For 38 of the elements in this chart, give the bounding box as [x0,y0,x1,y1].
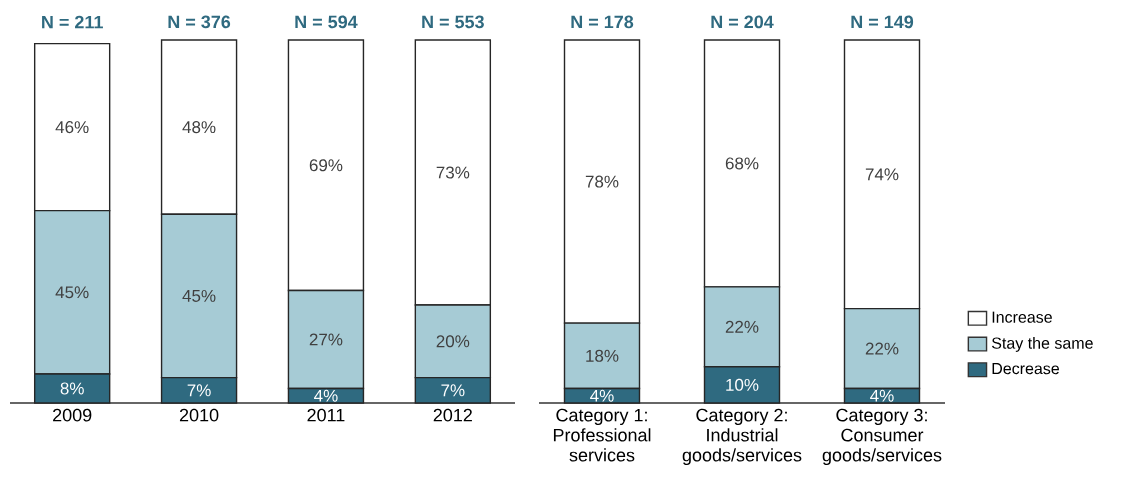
data-label: 10% [726,378,759,391]
text: N = 376 [168,15,231,29]
text: N = 204 [711,15,774,29]
text: N = 178 [571,15,634,29]
data-label: 68% [725,157,759,170]
data-label: 7% [187,384,211,397]
text: N = 149 [851,15,914,29]
data-label: 4% [314,389,338,402]
x-tick-label: 2012 [433,408,472,422]
x-tick-label: Category 1: Professional services [553,408,651,462]
data-label: 20% [436,335,470,348]
text: N = 211 [42,15,103,29]
text: N = 594 [295,15,358,29]
data-label: 46% [55,121,89,134]
data-label: 45% [55,286,89,299]
legend-label: Decrease [992,363,1059,375]
data-label: 78% [585,175,619,188]
data-label: 73% [436,166,470,179]
data-label: 4% [590,389,614,402]
text: N = 553 [422,15,484,29]
x-tick-label: 2011 [307,408,345,422]
x-tick-label: 2009 [53,408,92,422]
data-label: 4% [870,389,894,402]
data-label: 22% [865,342,899,355]
x-tick-label: Category 2: Industrial goods/services [682,408,802,466]
data-label: 45% [182,289,216,302]
data-label: 22% [725,320,759,333]
data-label: 18% [586,349,619,362]
x-tick-label: 2010 [179,408,219,422]
data-label: 8% [60,382,84,395]
x-tick-label: Category 3: Consumer goods/services [822,408,942,466]
legend-label: Stay the same [991,337,1093,352]
data-label: 27% [309,333,343,346]
data-label: 74% [865,168,899,181]
data-label: 69% [309,159,343,172]
data-label: 48% [182,121,216,134]
legend-label: Increase [992,311,1052,323]
data-label: 7% [441,384,465,397]
